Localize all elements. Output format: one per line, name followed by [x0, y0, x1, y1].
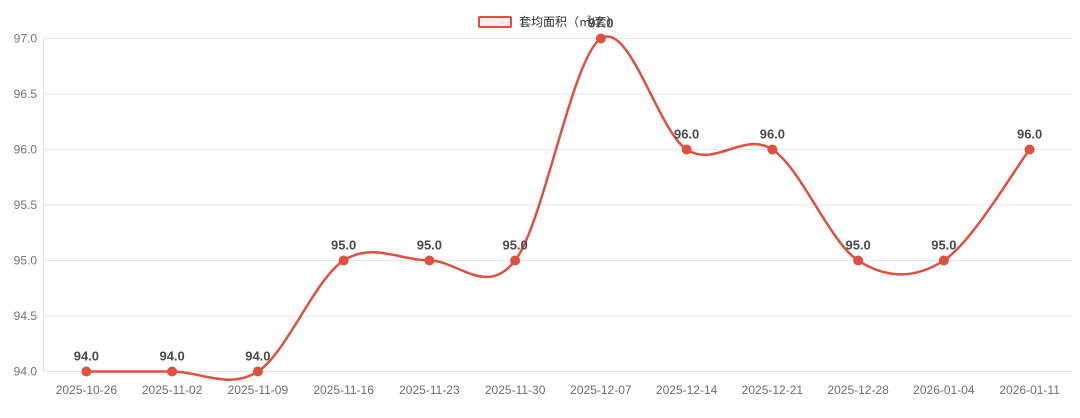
data-point[interactable] — [853, 255, 864, 266]
data-point[interactable] — [424, 255, 435, 266]
x-axis-tick-label: 2026-01-04 — [913, 383, 975, 397]
y-axis-tick-label: 94.5 — [14, 309, 38, 323]
x-axis-tick-label: 2025-10-26 — [56, 383, 118, 397]
y-axis-tick-label: 96.0 — [14, 143, 38, 157]
data-point[interactable] — [595, 33, 606, 44]
y-axis-tick-label: 96.5 — [14, 87, 38, 101]
data-point[interactable] — [81, 366, 92, 377]
data-point[interactable] — [338, 255, 349, 266]
data-point-label: 96.0 — [1017, 127, 1042, 142]
data-point[interactable] — [767, 144, 778, 155]
data-point[interactable] — [510, 255, 521, 266]
data-point-label: 95.0 — [502, 238, 527, 253]
y-axis-tick-label: 95.0 — [14, 254, 38, 268]
x-axis-tick-label: 2025-11-09 — [228, 383, 289, 397]
series-line — [85, 35, 1031, 381]
x-axis-tick-label: 2025-11-23 — [399, 383, 460, 397]
data-point-label: 95.0 — [331, 238, 356, 253]
x-axis-tick-label: 2025-12-14 — [656, 383, 718, 397]
x-axis-tick-label: 2026-01-11 — [999, 383, 1060, 397]
x-axis-tick-label: 2025-12-21 — [742, 383, 804, 397]
data-point-label: 96.0 — [674, 127, 699, 142]
data-point[interactable] — [681, 144, 692, 155]
y-axis-tick-label: 95.5 — [14, 198, 38, 212]
data-point-label: 95.0 — [417, 238, 442, 253]
x-axis-tick-label: 2025-12-07 — [570, 383, 632, 397]
data-point[interactable] — [167, 366, 178, 377]
data-point-label: 95.0 — [931, 238, 956, 253]
data-point[interactable] — [252, 366, 263, 377]
x-axis-tick-label: 2025-11-02 — [142, 383, 203, 397]
data-point-label: 94.0 — [159, 349, 184, 364]
data-point[interactable] — [1024, 144, 1035, 155]
x-axis-tick-label: 2025-11-16 — [313, 383, 374, 397]
legend-label: 套均面积（㎡/套） — [519, 15, 619, 29]
data-point-label: 95.0 — [845, 238, 870, 253]
legend-swatch-icon — [478, 16, 512, 28]
data-point-label: 96.0 — [760, 127, 785, 142]
legend-item[interactable]: 套均面积（㎡/套） — [478, 15, 618, 29]
data-point[interactable] — [938, 255, 949, 266]
x-axis-tick-label: 2025-11-30 — [485, 383, 546, 397]
y-axis-tick-label: 97.0 — [14, 32, 38, 46]
data-point-label: 94.0 — [245, 349, 270, 364]
y-axis-tick-label: 94.0 — [14, 365, 38, 379]
x-axis-tick-label: 2025-12-28 — [827, 383, 889, 397]
data-point-label: 94.0 — [74, 349, 99, 364]
